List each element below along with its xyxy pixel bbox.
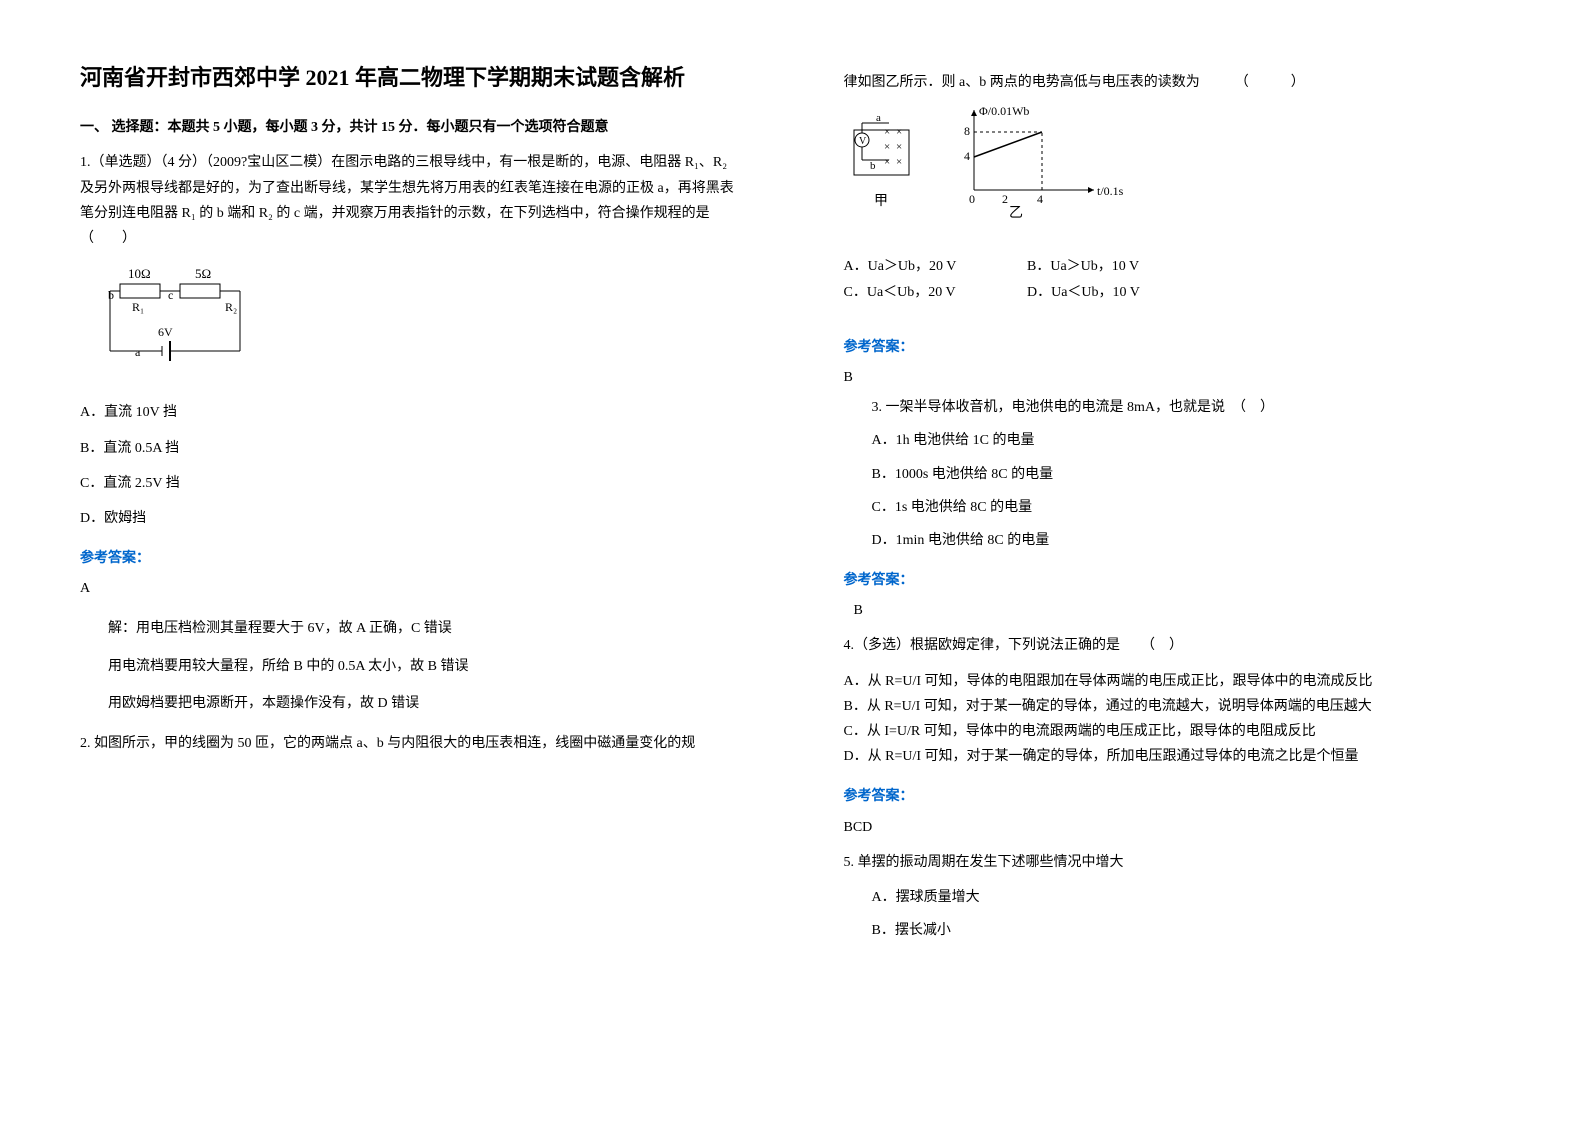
svg-text:×: × bbox=[896, 126, 902, 138]
q1-circuit-diagram: 10Ω 5Ω b c 6V a R bbox=[100, 266, 744, 385]
q2-option-b: B．Ua＞Ub，10 V bbox=[1027, 259, 1139, 274]
q3-answer-label: 参考答案： bbox=[844, 568, 1508, 593]
q1-answer-label: 参考答案： bbox=[80, 546, 744, 571]
q3-answer: B bbox=[854, 598, 1508, 623]
q3-option-a: A．1h 电池供给 1C 的电量 bbox=[872, 428, 1508, 453]
x-tick-2: 2 bbox=[1002, 192, 1008, 206]
x-tick-0: 0 bbox=[969, 192, 975, 206]
q1-option-a: A．直流 10V 挡 bbox=[80, 400, 744, 425]
jia-label: 甲 bbox=[874, 194, 888, 209]
q2-option-c: C．Ua＜Ub，20 V bbox=[844, 280, 1024, 305]
q3-option-c: C．1s 电池供给 8C 的电量 bbox=[872, 495, 1508, 520]
r1-name: R₁ bbox=[132, 300, 144, 314]
q1-option-c: C．直流 2.5V 挡 bbox=[80, 471, 744, 496]
y-tick-8: 8 bbox=[964, 124, 970, 138]
q4-option-a: A．从 R=U/I 可知，导体的电阻跟加在导体两端的电压成正比，跟导体中的电流成… bbox=[844, 669, 1508, 694]
section-1-title: 一、 选择题：本题共 5 小题，每小题 3 分，共计 15 分．每小题只有一个选… bbox=[80, 115, 744, 140]
yi-label: 乙 bbox=[1009, 205, 1023, 221]
q4-answer-label: 参考答案： bbox=[844, 784, 1508, 809]
q5-stem: 5. 单摆的振动周期在发生下述哪些情况中增大 bbox=[844, 850, 1508, 875]
q1-stem: 1.（单选题）（4 分）（2009?宝山区二模）在图示电路的三根导线中，有一根是… bbox=[80, 150, 744, 251]
q2-answer: B bbox=[844, 365, 1508, 390]
r2-name: R₂ bbox=[225, 300, 237, 314]
q3-stem: 3. 一架半导体收音机，电池供电的电流是 8mA，也就是说 （ ） bbox=[872, 395, 1508, 420]
q1-option-d: D．欧姆挡 bbox=[80, 506, 744, 531]
q2-option-d: D．Ua＜Ub，10 V bbox=[1027, 285, 1140, 300]
q3-option-d: D．1min 电池供给 8C 的电量 bbox=[872, 528, 1508, 553]
q2-options-row1: A．Ua＞Ub，20 V B．Ua＞Ub，10 V bbox=[844, 254, 1508, 279]
q4-stem: 4.（多选）根据欧姆定律，下列说法正确的是 （ ） bbox=[844, 633, 1508, 658]
x-axis-label: t/0.1s bbox=[1097, 184, 1124, 198]
q5-option-b: B．摆长减小 bbox=[872, 918, 1508, 943]
y-tick-4: 4 bbox=[964, 149, 970, 163]
q4-answer: BCD bbox=[844, 815, 1508, 840]
q4-option-b: B．从 R=U/I 可知，对于某一确定的导体，通过的电流越大，说明导体两端的电压… bbox=[844, 694, 1508, 719]
svg-text:×: × bbox=[896, 156, 902, 168]
q3-option-b: B．1000s 电池供给 8C 的电量 bbox=[872, 462, 1508, 487]
r2-value: 5Ω bbox=[195, 266, 211, 281]
b-label: b bbox=[108, 288, 114, 302]
v-label: 6V bbox=[158, 325, 173, 339]
x-tick-4: 4 bbox=[1037, 192, 1043, 206]
q2-option-a: A．Ua＞Ub，20 V bbox=[844, 254, 1024, 279]
q2-stem: 2. 如图所示，甲的线圈为 50 匝，它的两端点 a、b 与内阻很大的电压表相连… bbox=[80, 731, 744, 756]
q1-explain-2: 用电流档要用较大量程，所给 B 中的 0.5A 太小，故 B 错误 bbox=[108, 654, 744, 679]
q1-explain-1: 解：用电压档检测其量程要大于 6V，故 A 正确，C 错误 bbox=[108, 616, 744, 641]
q4-option-d: D．从 R=U/I 可知，对于某一确定的导体，所加电压跟通过导体的电流之比是个恒… bbox=[844, 744, 1508, 769]
q2-b-label: b bbox=[870, 160, 876, 172]
q1-answer: A bbox=[80, 576, 744, 601]
r1-value: 10Ω bbox=[128, 266, 151, 281]
svg-text:×: × bbox=[884, 156, 890, 168]
q4-option-c: C．从 I=U/R 可知，导体中的电流跟两端的电压成正比，跟导体的电阻成反比 bbox=[844, 719, 1508, 744]
page-title: 河南省开封市西郊中学 2021 年高二物理下学期期末试题含解析 bbox=[80, 60, 744, 95]
q1-explain-3: 用欧姆档要把电源断开，本题操作没有，故 D 错误 bbox=[108, 691, 744, 716]
q2-options-row2: C．Ua＜Ub，20 V D．Ua＜Ub，10 V bbox=[844, 280, 1508, 305]
q2-answer-label: 参考答案： bbox=[844, 335, 1508, 360]
q2-stem-cont: 律如图乙所示．则 a、b 两点的电势高低与电压表的读数为 （ ） bbox=[844, 70, 1508, 95]
q1-option-b: B．直流 0.5A 挡 bbox=[80, 436, 744, 461]
svg-text:×: × bbox=[896, 141, 902, 153]
q5-option-a: A．摆球质量增大 bbox=[872, 885, 1508, 910]
y-axis-label: Φ/0.01Wb bbox=[979, 105, 1029, 118]
c-label: c bbox=[168, 288, 173, 302]
a-label: a bbox=[135, 345, 141, 359]
q2-a-label: a bbox=[876, 112, 881, 124]
voltmeter-v: V bbox=[859, 136, 867, 147]
svg-text:×: × bbox=[884, 126, 890, 138]
svg-text:×: × bbox=[884, 141, 890, 153]
q2-diagram: V a b × × × × × × 甲 Φ/0.01Wb t/0.1s 8 4 bbox=[844, 105, 1508, 244]
